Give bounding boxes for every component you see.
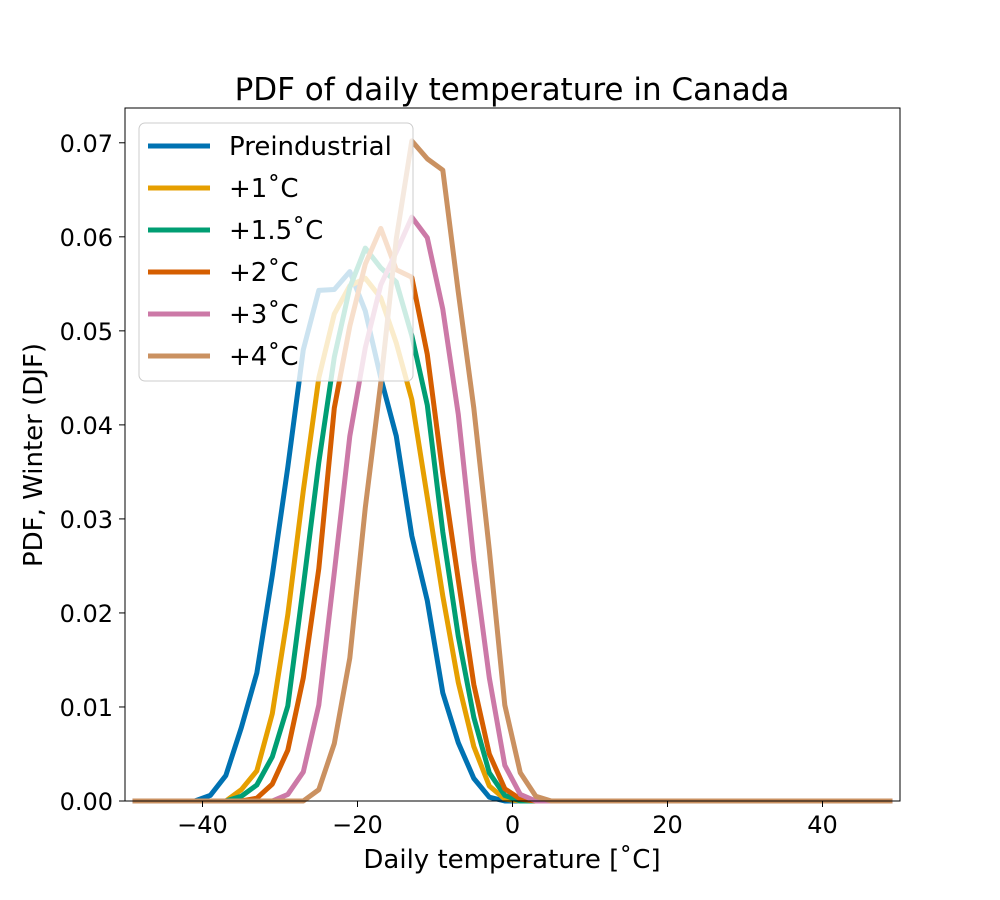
y-tick-label: 0.02 [60,600,113,628]
series-line-5 [132,138,893,804]
x-tick-label: −20 [332,811,383,839]
y-tick-label: 0.03 [60,506,113,534]
legend-label-5: +4˚C [229,342,298,372]
x-axis: −40 −20 0 20 40 [177,801,838,839]
y-axis-label: PDF, Winter (DJF) [19,343,49,567]
chart-title: PDF of daily temperature in Canada [235,72,790,108]
legend-label-4: +3˚C [229,300,298,330]
legend: Preindustrial +1˚C +1.5˚C +2˚C +3˚C +4˚C [138,122,414,382]
legend-label-3: +2˚C [229,258,298,288]
x-tick-label: −40 [177,811,228,839]
legend-label-1: +1˚C [229,174,298,204]
x-axis-label: Daily temperature [˚C] [363,845,660,875]
y-tick-label: 0.07 [60,130,113,158]
legend-label-2: +1.5˚C [229,216,323,246]
y-axis: 0.00 0.01 0.02 0.03 0.04 0.05 0.06 0.07 [60,130,125,816]
y-tick-label: 0.05 [60,318,113,346]
legend-label-0: Preindustrial [229,132,392,162]
y-tick-label: 0.00 [60,788,113,816]
y-tick-label: 0.04 [60,412,113,440]
y-tick-label: 0.06 [60,224,113,252]
x-tick-label: 20 [652,811,683,839]
x-tick-label: 40 [807,811,838,839]
x-tick-label: 0 [505,811,520,839]
y-tick-label: 0.01 [60,694,113,722]
